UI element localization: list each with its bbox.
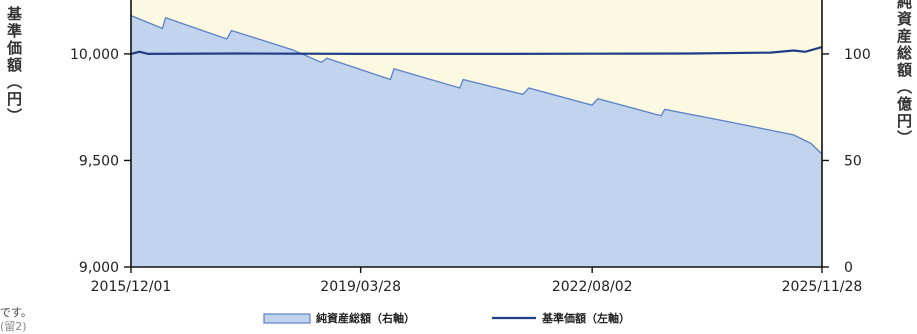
legend-area-swatch bbox=[263, 313, 311, 324]
y-left-tick-label: 9,000 bbox=[79, 260, 119, 276]
net-assets-area bbox=[131, 15, 822, 267]
y-left-tick-label: 9,500 bbox=[79, 153, 119, 169]
legend-area-label: 純資産総額（右軸） bbox=[316, 311, 415, 325]
y-right-tick-label: 100 bbox=[844, 47, 871, 63]
x-tick-label: 2025/11/28 bbox=[782, 279, 863, 295]
y-axis-left-label: 基準価額（円） bbox=[5, 6, 23, 125]
y-right-tick-label: 0 bbox=[844, 260, 853, 276]
x-tick-label: 2015/12/01 bbox=[91, 279, 172, 295]
nav-line bbox=[130, 46, 823, 56]
legend-line-label: 基準価額（左軸） bbox=[541, 311, 630, 325]
footnote-1: です。 bbox=[0, 306, 32, 319]
net-assets-edge bbox=[130, 14, 823, 155]
y-axis-right-label: 純資産総額（億円） bbox=[895, 0, 913, 147]
x-tick-label: 2022/08/02 bbox=[552, 279, 633, 295]
y-right-tick-label: 50 bbox=[844, 153, 862, 169]
y-left-tick-label: 10,000 bbox=[70, 47, 119, 63]
x-tick-label: 2019/03/28 bbox=[320, 279, 401, 295]
footnote-2: (留2) bbox=[0, 320, 27, 333]
